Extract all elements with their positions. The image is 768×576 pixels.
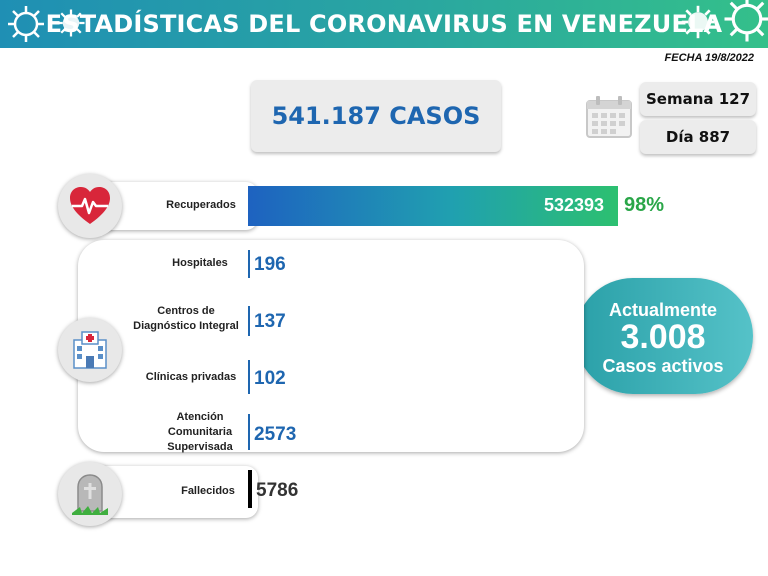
day-label: Día 887 [665, 128, 731, 146]
active-count: 3.008 [620, 318, 706, 356]
recovered-label: Recuperados [166, 199, 236, 211]
facility-label: Clínicas privadas [145, 371, 237, 383]
facility-label: Centros de Diagnóstico Integral [133, 305, 239, 332]
active-line1: Actualmente [608, 300, 718, 320]
total-cases-value: 541.187 CASOS [271, 102, 481, 130]
facility-label: Atención Comunitaria Supervisada [167, 411, 233, 453]
facility-value: 196 [254, 254, 286, 275]
week-box: Semana 127 [640, 82, 756, 116]
facility-bar [248, 360, 250, 394]
facility-bar [248, 250, 250, 278]
report-date: FECHA 19/8/2022 [664, 52, 754, 64]
active-cases-panel [575, 278, 753, 394]
recovered-value: 532393 [544, 195, 605, 215]
deceased-bar [248, 470, 252, 508]
calendar-icon [586, 96, 632, 138]
virus-icon [57, 9, 85, 37]
facilities-icon-circle [58, 318, 122, 382]
active-line2: Casos activos [602, 356, 724, 376]
virus-icon [681, 5, 715, 39]
tombstone-icon [72, 474, 108, 515]
deceased-value: 5786 [256, 480, 299, 501]
day-box: Día 887 [640, 120, 756, 154]
facility-label: Hospitales [172, 257, 228, 269]
recovered-percent: 98% [624, 194, 665, 216]
header-banner: ESTADÍSTICAS DEL CORONAVIRUS EN VENEZUEL… [0, 0, 768, 48]
facility-bar [248, 306, 250, 336]
virus-icon [724, 0, 768, 42]
facility-value: 2573 [254, 424, 297, 445]
deceased-label: Fallecidos [181, 485, 235, 497]
hospital-icon [73, 331, 107, 369]
virus-icon [8, 6, 44, 42]
facilities-box [78, 240, 584, 452]
week-label: Semana 127 [645, 90, 751, 108]
facility-value: 102 [254, 368, 286, 389]
recovered-icon-circle [58, 174, 122, 238]
deceased-icon-circle [58, 462, 122, 526]
total-cases-box: 541.187 CASOS [251, 80, 501, 152]
recovered-bar [248, 186, 618, 226]
facility-bar [248, 414, 250, 450]
facility-value: 137 [254, 311, 286, 332]
heart-pulse-icon [70, 187, 110, 224]
page-title: ESTADÍSTICAS DEL CORONAVIRUS EN VENEZUEL… [45, 10, 723, 38]
